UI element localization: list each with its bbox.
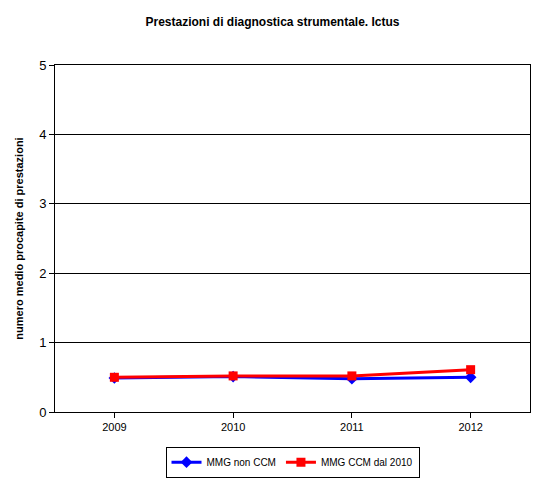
svg-text:2: 2 — [39, 266, 46, 281]
svg-text:1: 1 — [39, 335, 46, 350]
svg-text:numero medio procapite di pres: numero medio procapite di prestazioni — [13, 137, 25, 339]
svg-text:MMG non CCM: MMG non CCM — [207, 457, 276, 468]
svg-text:2012: 2012 — [458, 421, 482, 433]
svg-text:4: 4 — [39, 127, 46, 142]
svg-text:5: 5 — [39, 58, 46, 73]
svg-text:MMG CCM dal 2010: MMG CCM dal 2010 — [321, 457, 413, 468]
svg-text:Prestazioni di diagnostica str: Prestazioni di diagnostica strumentale. … — [145, 15, 399, 29]
svg-text:0: 0 — [39, 405, 46, 420]
svg-text:3: 3 — [39, 196, 46, 211]
svg-text:2010: 2010 — [221, 421, 245, 433]
svg-text:2009: 2009 — [102, 421, 126, 433]
svg-text:2011: 2011 — [340, 421, 364, 433]
